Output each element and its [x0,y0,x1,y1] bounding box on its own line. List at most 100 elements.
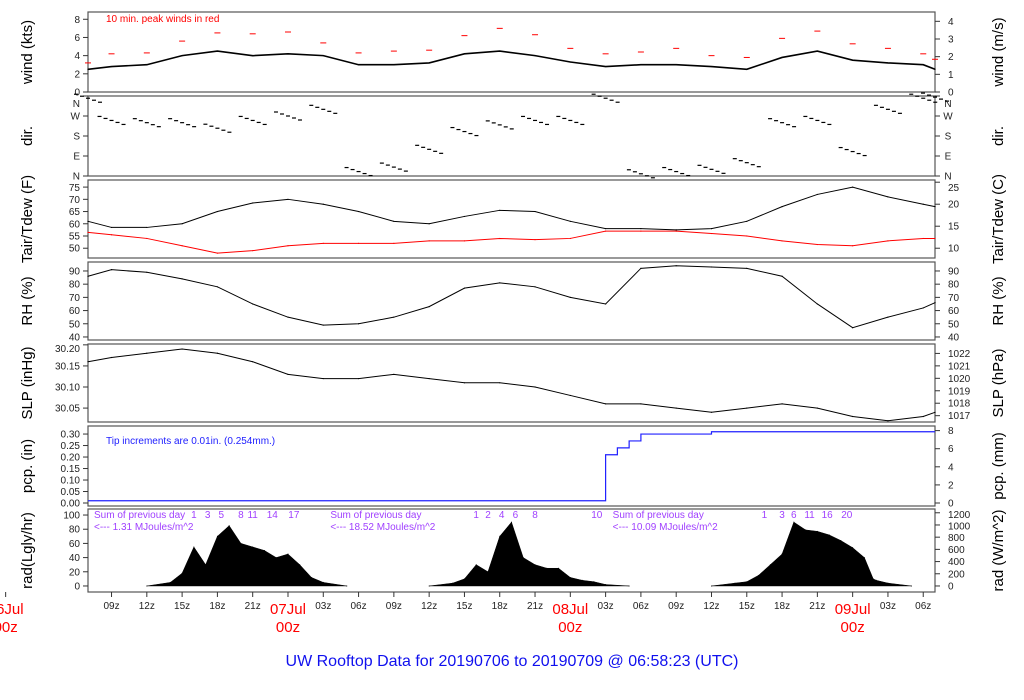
data-point [322,324,324,326]
y-tick-label-right: 2 [948,480,954,491]
data-point [710,585,712,587]
data-point [887,240,889,242]
daily-sum-value: <--- 10.09 MJoules/m^2 [613,522,718,533]
data-point [181,278,183,280]
data-point [675,229,677,231]
y-axis-label: wind (kts) [19,20,36,85]
y-tick-label: 0.10 [61,476,81,487]
y-tick-label-right: 20 [948,200,960,211]
y-tick-label: 30.15 [55,361,80,372]
y-tick-label: 30.10 [55,383,80,394]
data-point [640,64,642,66]
y-tick-label: 60 [69,306,81,317]
data-point [499,382,501,384]
data-point [534,286,536,288]
data-point [710,411,713,413]
data-point [922,237,924,240]
y-tick-label-right: 600 [948,545,965,556]
data-point [322,55,324,57]
y-tick-label-right: 60 [948,306,960,317]
data-point [628,585,630,587]
data-point [428,223,430,225]
y-tick-label: 2 [74,69,80,80]
data-point [769,564,771,566]
y-tick-label: 50 [69,244,81,255]
data-point [746,68,748,70]
x-tick-label: 12z [421,601,437,612]
data-point [322,581,324,583]
data-point [887,582,889,584]
data-point [852,415,854,418]
x-tick-label: 03z [880,601,896,612]
date-hour-label: 00z [0,619,18,636]
x-tick-label: 21z [245,601,261,612]
data-point [252,361,254,363]
y-tick-label: 60 [69,219,81,230]
data-point [522,557,524,559]
y-tick-label-right: 2 [948,52,954,63]
y-tick-label-right: S [945,132,952,143]
data-point [675,230,677,232]
hour-mark: 3 [205,510,211,521]
y-axis-label: SLP (inHg) [19,346,36,419]
data-point [852,327,854,329]
date-label: 09Jul [835,601,871,618]
data-point [393,373,395,375]
y-tick-label: 90 [69,266,81,277]
data-point [193,546,195,548]
data-point [569,394,571,397]
y-tick-label-right: 400 [948,557,965,568]
y-axis-label: dir. [19,126,36,146]
data-point [428,240,430,242]
hour-mark: 1 [191,510,197,521]
data-point [463,215,466,218]
y-tick-label: 0.00 [61,499,81,510]
data-point [428,62,430,64]
hour-mark: 16 [822,510,834,521]
y-tick-label-right: 25 [948,183,960,194]
y-axis-label-right: Tair/Tdew (C) [990,174,1007,264]
y-axis-label: pcp. (in) [19,439,36,493]
panel-wind: 0 2 4 6 8 0 1 2 3 4 wind (kts) wind (m/s) 10 min. pe… [19,11,1007,99]
data-point [781,56,783,59]
y-tick-label-right: 1018 [948,399,971,410]
data-point [828,534,830,536]
y-tick-label: 60 [69,539,81,550]
hour-mark: 20 [841,510,853,521]
hour-mark: 10 [591,510,603,521]
data-point [534,55,536,57]
data-point [534,239,536,241]
y-axis-label-right: wind (m/s) [990,17,1007,87]
data-point [146,226,148,229]
data-point [605,403,607,405]
data-point [87,275,89,277]
data-point [675,407,677,409]
data-point [110,269,113,271]
y-tick-label: 0.20 [61,453,81,464]
data-point [569,220,571,222]
date-hour-label: 00z [276,619,300,636]
data-point [922,307,924,309]
data-point [781,275,783,277]
y-tick-label: 20 [69,567,81,578]
data-point [216,210,219,213]
x-tick-label: 21z [809,601,825,612]
chart-title: UW Rooftop Data for 20190706 to 20190709… [286,653,739,670]
panel-rh: 40 50 60 70 80 90 40 50 60 70 80 90 RH (%) RH (%) [19,261,1007,343]
data-point [887,196,889,198]
data-point [534,210,536,213]
data-point [428,377,430,380]
y-tick-label-right: 1020 [948,374,971,385]
y-tick-label-right: 6 [948,444,954,455]
y-tick-label: 80 [69,525,81,536]
y-axis-label-right: dir. [990,126,1007,146]
data-point [146,64,148,66]
y-tick-label-right: 1022 [948,349,971,360]
panel-frame [87,261,936,341]
y-tick-label: 55 [69,231,81,242]
data-point [875,579,877,581]
data-point [934,68,936,70]
data-point [640,228,642,230]
y-tick-label-right: E [945,152,952,163]
